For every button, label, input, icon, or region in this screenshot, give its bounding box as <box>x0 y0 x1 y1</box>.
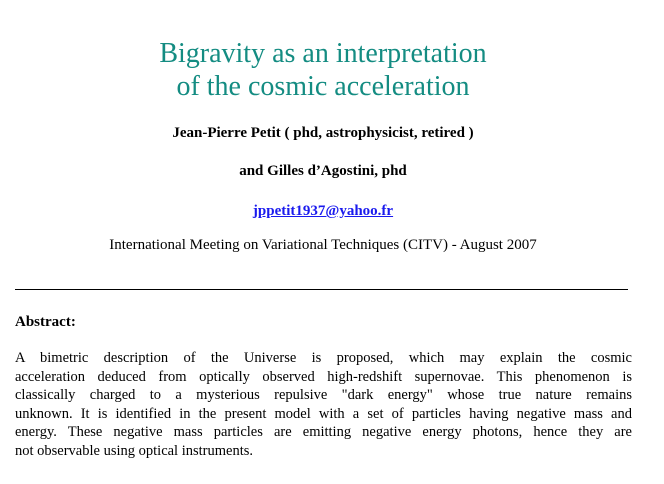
abstract: A bimetric description of the Universe i… <box>15 349 632 461</box>
title-line: Bigravity as an interpretation <box>159 38 487 69</box>
abstract-line: classically charged to a mysterious repu… <box>15 387 632 404</box>
abstract-line: unknown. It is identified in the present… <box>15 405 632 422</box>
abstract-line: acceleration deduced from optically obse… <box>15 368 632 385</box>
authors: Jean-Pierre Petit ( phd, astrophysicist,… <box>172 125 474 141</box>
abstract-line: not observable using optical instruments… <box>15 442 254 459</box>
venue: International Meeting on Variational Tec… <box>109 237 537 253</box>
email-row: jppetit1937@yahoo.fr <box>0 202 646 220</box>
abstract-line: A bimetric description of the Universe i… <box>15 350 632 366</box>
separator <box>15 289 628 290</box>
email-link[interactable]: jppetit1937@yahoo.fr <box>252 203 394 219</box>
authors: and Gilles d’Agostini, phd <box>239 163 407 179</box>
title-line: of the cosmic acceleration <box>176 71 470 102</box>
abstract-heading: Abstract: <box>15 314 76 330</box>
abstract-line: energy. These negative mass particles ar… <box>15 424 632 441</box>
